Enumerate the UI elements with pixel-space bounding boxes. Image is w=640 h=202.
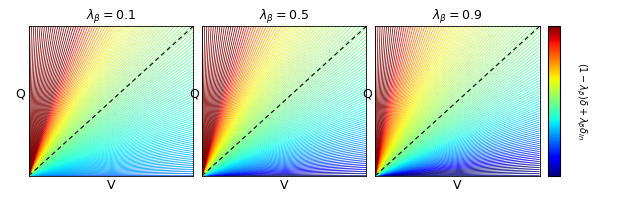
Title: $\lambda_\beta = 0.1$: $\lambda_\beta = 0.1$	[86, 8, 136, 26]
Y-axis label: $(1 - \lambda_\beta)\delta + \lambda_\beta \delta_{ln}$: $(1 - \lambda_\beta)\delta + \lambda_\be…	[574, 62, 588, 140]
Y-axis label: Q: Q	[362, 88, 372, 101]
Title: $\lambda_\beta = 0.5$: $\lambda_\beta = 0.5$	[259, 8, 309, 26]
X-axis label: V: V	[107, 179, 115, 191]
Y-axis label: Q: Q	[189, 88, 198, 101]
X-axis label: V: V	[453, 179, 461, 191]
Y-axis label: Q: Q	[15, 88, 26, 101]
X-axis label: V: V	[280, 179, 289, 191]
Title: $\lambda_\beta = 0.9$: $\lambda_\beta = 0.9$	[433, 8, 483, 26]
